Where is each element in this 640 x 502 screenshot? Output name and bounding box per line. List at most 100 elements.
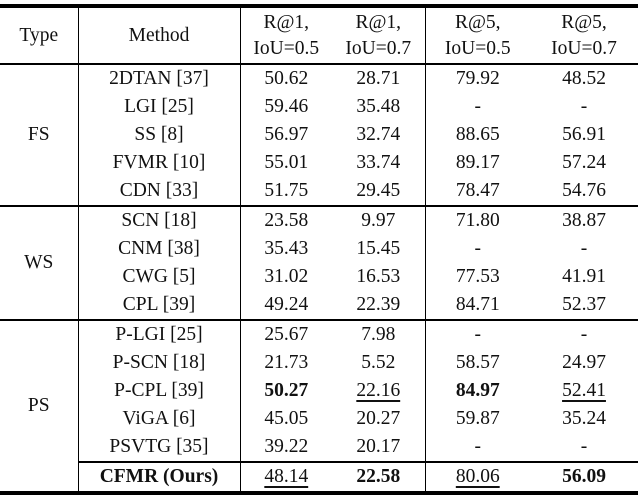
metric-value: 35.43 xyxy=(264,238,309,259)
metric-value: 35.48 xyxy=(332,93,426,121)
metric-value: - xyxy=(474,436,482,457)
metric-value: 48.14 xyxy=(240,461,332,493)
col-header-r5-iou05-top: R@5, xyxy=(454,11,501,33)
metric-value: 22.16 xyxy=(332,377,426,405)
method-name: SS [8] xyxy=(78,121,241,149)
table-row: CWG [5] 31.02 16.53 77.53 41.91 xyxy=(0,263,638,291)
method-name-ours: CFMR (Ours) xyxy=(78,461,241,493)
metric-value: 7.98 xyxy=(332,319,426,349)
results-table: Type Method R@1, IoU=0.5 R@1, IoU=0.7 R@… xyxy=(0,4,638,495)
metric-value: 71.80 xyxy=(425,205,530,235)
metric-value: 33.74 xyxy=(332,149,426,177)
metric-value: 57.24 xyxy=(562,152,606,173)
table-header: Type Method R@1, IoU=0.5 R@1, IoU=0.7 R@… xyxy=(0,6,638,65)
method-name: 2DTAN [37] xyxy=(78,64,241,93)
metric-value: 20.17 xyxy=(332,433,426,462)
metric-value: 5.52 xyxy=(332,349,426,377)
metric-value: 15.45 xyxy=(332,235,426,263)
method-name: P-CPL [39] xyxy=(78,377,241,405)
col-header-r5-iou07-top: R@5, xyxy=(561,11,607,33)
metric-value: - xyxy=(425,319,530,349)
col-header-r1-iou07-top: R@1, xyxy=(355,11,402,33)
best-value: 84.97 xyxy=(455,380,500,401)
table-row: FS 2DTAN [37] 50.62 28.71 79.92 48.52 xyxy=(0,64,638,206)
metric-value: 38.87 xyxy=(530,205,638,235)
metric-value: 84.71 xyxy=(455,294,500,315)
metric-value: 54.76 xyxy=(562,180,606,201)
metric-value: 25.67 xyxy=(240,319,332,349)
metric-value: 21.73 xyxy=(264,352,309,373)
metric-value: 9.97 xyxy=(332,205,426,235)
table-row: P-CPL [39] 50.27 22.16 84.97 52.41 xyxy=(0,377,638,405)
type-group-label-ws: WS xyxy=(0,205,79,320)
metric-value: 20.27 xyxy=(332,405,426,433)
second-best-value: 80.06 xyxy=(455,466,500,487)
metric-value: 59.46 xyxy=(264,96,309,117)
best-value: 56.09 xyxy=(562,466,606,487)
table-row: LGI [25] 59.46 35.48 - - xyxy=(0,93,638,121)
metric-value: 35.24 xyxy=(562,408,606,429)
table-row: ViGA [6] 45.05 20.27 59.87 35.24 xyxy=(0,405,638,433)
col-header-r5-iou05-bottom: IoU=0.5 xyxy=(444,37,511,59)
metric-value: 58.57 xyxy=(455,352,500,373)
best-value: 50.27 xyxy=(264,380,309,401)
metric-value: - xyxy=(474,96,482,117)
metric-value: 48.52 xyxy=(562,68,606,89)
metric-value: 88.65 xyxy=(455,124,500,145)
metric-value: 80.06 xyxy=(425,461,530,493)
metric-value: 39.22 xyxy=(264,436,309,457)
table-row: CDN [33] 51.75 29.45 78.47 54.76 xyxy=(0,177,638,206)
table-body: FS 2DTAN [37] 50.62 28.71 79.92 48.52 LG… xyxy=(0,64,638,493)
method-name: P-LGI [25] xyxy=(78,319,241,349)
metric-value: 52.41 xyxy=(530,377,638,405)
method-name: PSVTG [35] xyxy=(78,433,241,462)
table-row: PSVTG [35] 39.22 20.17 - - xyxy=(0,433,638,462)
table-row: CPL [39] 49.24 22.39 84.71 52.37 xyxy=(0,291,638,320)
metric-value: - xyxy=(474,238,482,259)
method-name: CWG [5] xyxy=(78,263,241,291)
metric-value: 16.53 xyxy=(332,263,426,291)
method-name: SCN [18] xyxy=(78,205,241,235)
col-header-method: Method xyxy=(78,6,241,65)
metric-value: 89.17 xyxy=(455,152,500,173)
metric-value: 79.92 xyxy=(455,68,500,89)
metric-value: 55.01 xyxy=(264,152,309,173)
table-row: CNM [38] 35.43 15.45 - - xyxy=(0,235,638,263)
metric-value: 51.75 xyxy=(264,180,309,201)
metric-value: 31.02 xyxy=(264,266,309,287)
method-name: CNM [38] xyxy=(78,235,241,263)
col-header-r1-iou05: R@1, IoU=0.5 xyxy=(240,6,332,65)
col-header-type: Type xyxy=(0,6,79,65)
metric-value: 84.97 xyxy=(425,377,530,405)
metric-value: - xyxy=(580,436,588,457)
type-group-label-fs: FS xyxy=(0,64,79,206)
table-row: WS SCN [18] 23.58 9.97 71.80 38.87 xyxy=(0,205,638,320)
metric-value: 22.39 xyxy=(332,291,426,320)
metric-value: - xyxy=(530,319,638,349)
col-header-r1-iou05-bottom: IoU=0.5 xyxy=(253,37,320,59)
metric-value: 22.58 xyxy=(332,461,426,493)
table-row: SS [8] 56.97 32.74 88.65 56.91 xyxy=(0,121,638,149)
metric-value: 59.87 xyxy=(455,408,500,429)
metric-value: 56.91 xyxy=(562,124,606,145)
col-header-r1-iou07-bottom: IoU=0.7 xyxy=(345,37,412,59)
method-name: LGI [25] xyxy=(78,93,241,121)
metric-value: 49.24 xyxy=(264,294,309,315)
header-row: Type Method R@1, IoU=0.5 R@1, IoU=0.7 R@… xyxy=(0,6,638,65)
metric-value: 52.37 xyxy=(562,294,606,315)
table-row: P-SCN [18] 21.73 5.52 58.57 24.97 xyxy=(0,349,638,377)
type-group-label-ps: PS xyxy=(0,319,79,493)
metric-value: 50.62 xyxy=(264,68,309,89)
method-name: CPL [39] xyxy=(78,291,241,320)
table-row-ours: CFMR (Ours) 48.14 22.58 80.06 56.09 xyxy=(0,461,638,493)
col-header-r1-iou05-top: R@1, xyxy=(263,11,310,33)
col-header-r5-iou07-bottom: IoU=0.7 xyxy=(551,37,617,59)
metric-value: 56.09 xyxy=(530,461,638,493)
method-name: P-SCN [18] xyxy=(78,349,241,377)
metric-value: - xyxy=(580,96,588,117)
metric-value: 78.47 xyxy=(455,180,500,201)
metric-value: 29.45 xyxy=(332,177,426,206)
col-header-r5-iou05: R@5, IoU=0.5 xyxy=(425,6,530,65)
method-name: CDN [33] xyxy=(78,177,241,206)
